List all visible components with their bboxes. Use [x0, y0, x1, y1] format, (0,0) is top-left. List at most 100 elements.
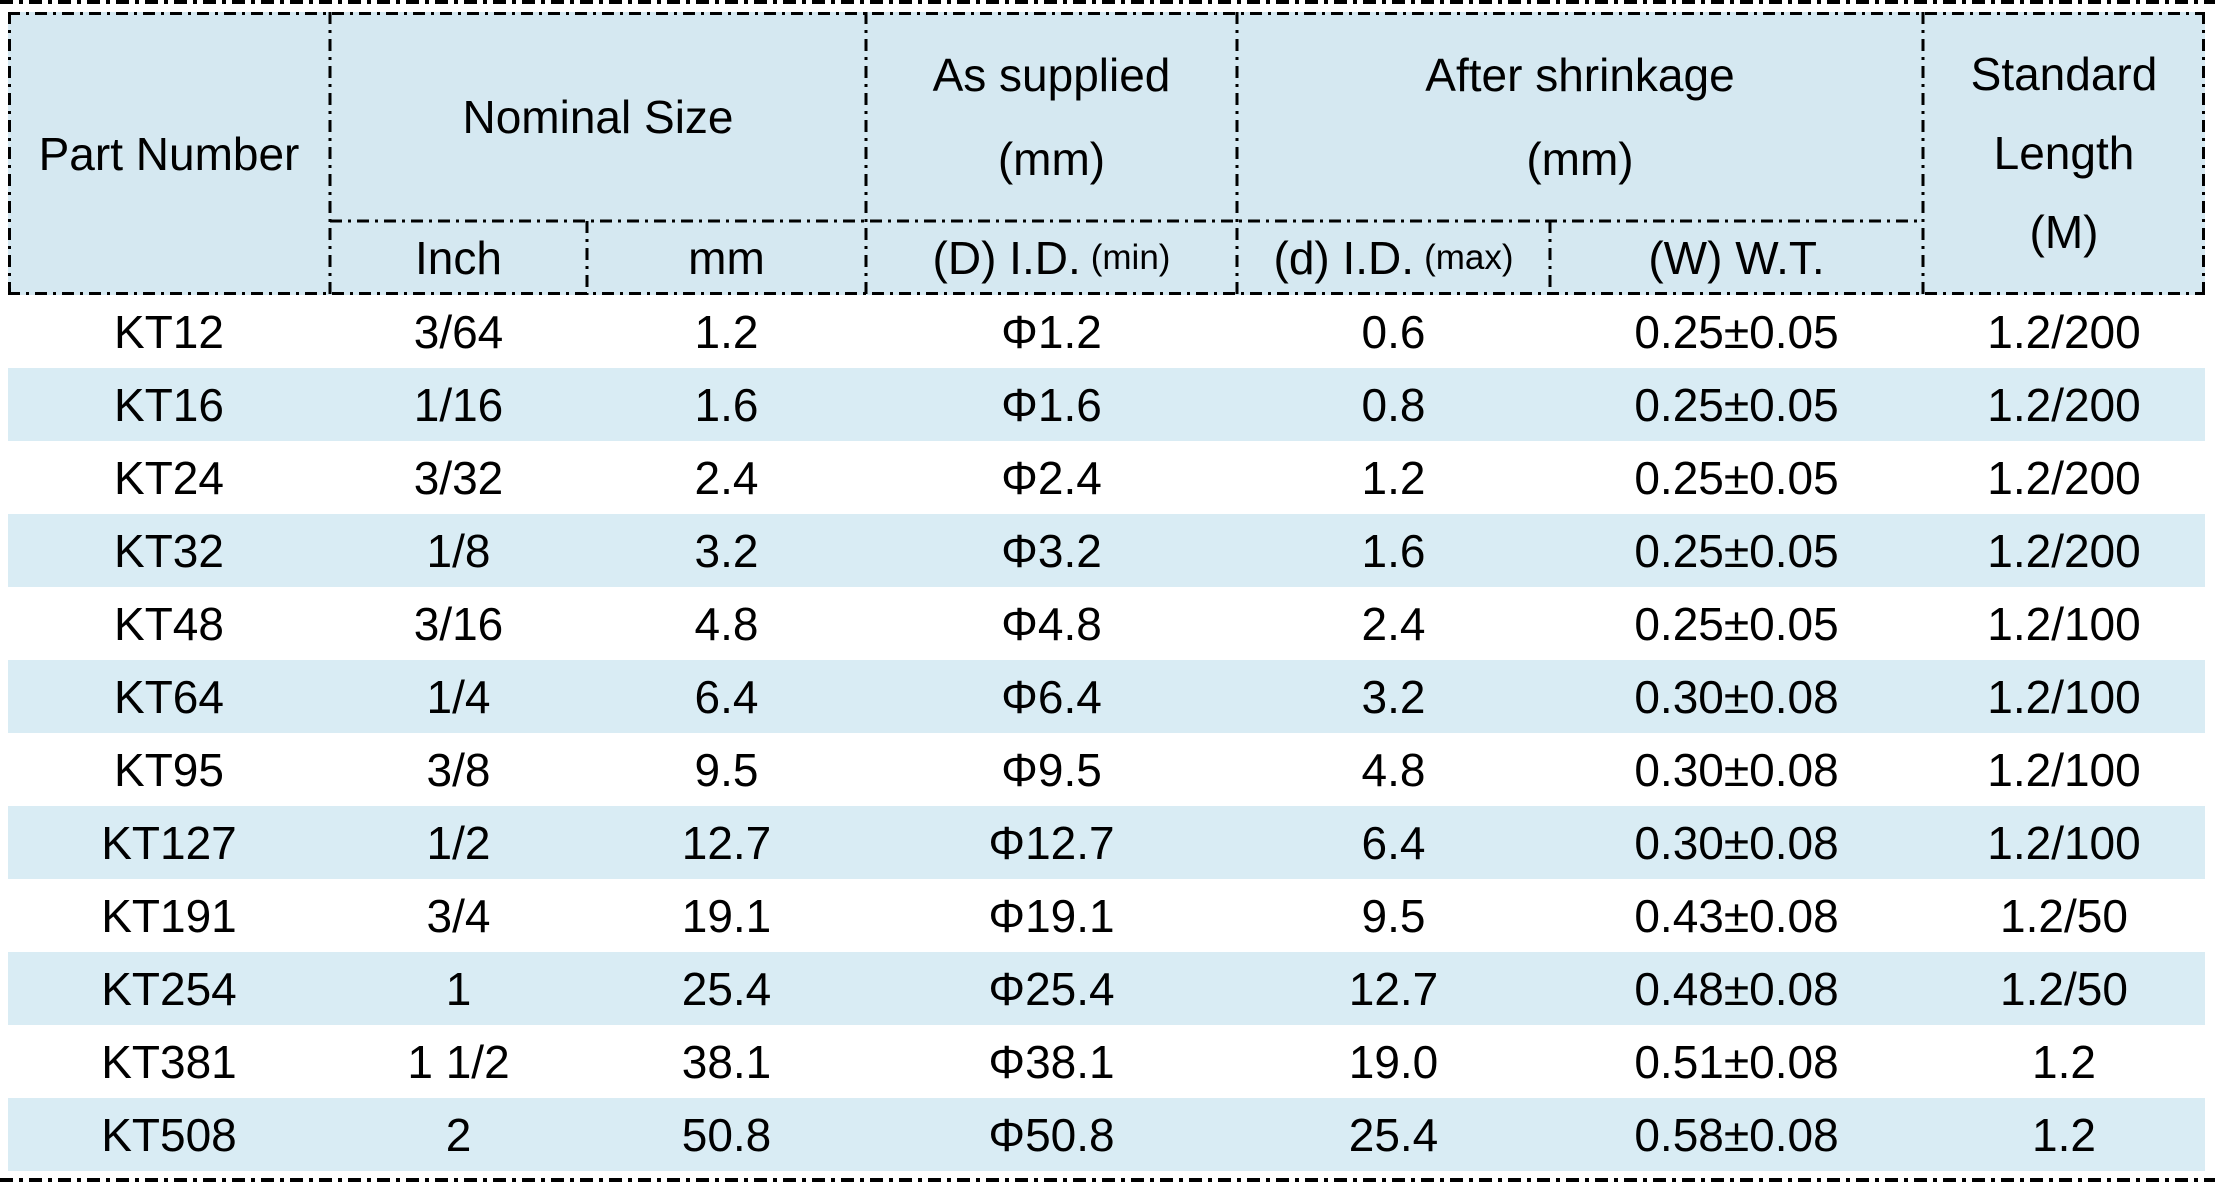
cell-supplied-id: Φ1.2: [1001, 305, 1102, 358]
table-row-kt16: KT16 1/16 1.6 Φ1.6 0.8 0.25±0.05 1.2/200: [8, 368, 2205, 441]
cell-standard-length: 1.2: [2032, 1108, 2096, 1161]
table-row-kt32: KT32 1/8 3.2 Φ3.2 1.6 0.25±0.05 1.2/200: [8, 514, 2205, 587]
cell-standard-length: 1.2/100: [1987, 816, 2141, 869]
cell-shrink-id: 4.8: [1361, 743, 1426, 796]
cell-wall-thickness: 0.43±0.08: [1634, 889, 1839, 942]
header-cell-as-supplied: As supplied (mm): [932, 48, 1171, 185]
cell-supplied-id: Φ19.1: [988, 889, 1115, 942]
cell-standard-length: 1.2: [2032, 1035, 2096, 1088]
cell-standard-length: 1.2/200: [1987, 305, 2141, 358]
cell-inch: 3/8: [426, 743, 491, 796]
cell-part-number: KT32: [114, 524, 224, 577]
header-cell-after-shrinkage: After shrinkage (mm): [1425, 48, 1735, 185]
cell-shrink-id: 0.6: [1361, 305, 1426, 358]
cell-wall-thickness: 0.25±0.05: [1634, 597, 1839, 650]
cell-inch: 1/4: [426, 670, 491, 723]
cell-part-number: KT127: [101, 816, 237, 869]
cell-part-number: KT508: [101, 1108, 237, 1161]
cell-mm: 6.4: [694, 670, 759, 723]
cell-standard-length: 1.2/100: [1987, 743, 2141, 796]
cell-shrink-id: 2.4: [1361, 597, 1426, 650]
cell-part-number: KT254: [101, 962, 237, 1015]
cell-inch: 1/2: [426, 816, 491, 869]
cell-wall-thickness: 0.25±0.05: [1634, 378, 1839, 431]
cell-mm: 1.2: [694, 305, 759, 358]
cell-mm: 2.4: [694, 451, 759, 504]
table-row-kt48: KT48 3/16 4.8 Φ4.8 2.4 0.25±0.05 1.2/100: [8, 587, 2205, 660]
table-row-kt191: KT191 3/4 19.1 Φ19.1 9.5 0.43±0.08 1.2/5…: [8, 879, 2205, 952]
header-cell-supplied-id: (D) I.D. (min): [866, 221, 1237, 295]
cell-part-number: KT381: [101, 1035, 237, 1088]
cell-mm: 50.8: [681, 1108, 772, 1161]
cell-part-number: KT64: [114, 670, 224, 723]
cell-part-number: KT24: [114, 451, 224, 504]
cell-part-number: KT191: [101, 889, 237, 942]
cell-supplied-id: Φ9.5: [1001, 743, 1102, 796]
cell-supplied-id: Φ3.2: [1001, 524, 1102, 577]
cell-mm: 4.8: [694, 597, 759, 650]
cell-inch: 1/8: [426, 524, 491, 577]
cell-standard-length: 1.2/200: [1987, 524, 2141, 577]
cell-wall-thickness: 0.51±0.08: [1634, 1035, 1839, 1088]
cell-supplied-id: Φ12.7: [988, 816, 1115, 869]
cell-wall-thickness: 0.58±0.08: [1634, 1108, 1839, 1161]
supplied-id-note: (min): [1090, 238, 1171, 277]
header-cell-standard-length: Standard Length (M): [1970, 48, 2158, 258]
cell-mm: 38.1: [681, 1035, 772, 1088]
table-row-kt64: KT64 1/4 6.4 Φ6.4 3.2 0.30±0.08 1.2/100: [8, 660, 2205, 733]
table-row-kt24: KT24 3/32 2.4 Φ2.4 1.2 0.25±0.05 1.2/200: [8, 441, 2205, 514]
cell-wall-thickness: 0.25±0.05: [1634, 524, 1839, 577]
cell-mm: 25.4: [681, 962, 772, 1015]
cell-part-number: KT95: [114, 743, 224, 796]
cell-shrink-id: 1.2: [1361, 451, 1426, 504]
header-cell-wall-thickness: (W) W.T.: [1648, 232, 1825, 284]
cell-shrink-id: 0.8: [1361, 378, 1426, 431]
header-cell-shrink-id: (d) I.D. (max): [1237, 221, 1550, 295]
cell-wall-thickness: 0.25±0.05: [1634, 305, 1839, 358]
cell-supplied-id: Φ1.6: [1001, 378, 1102, 431]
cell-supplied-id: Φ6.4: [1001, 670, 1102, 723]
cell-supplied-id: Φ25.4: [988, 962, 1115, 1015]
cell-shrink-id: 25.4: [1348, 1108, 1439, 1161]
cell-mm: 9.5: [694, 743, 759, 796]
cell-shrink-id: 19.0: [1348, 1035, 1439, 1088]
cell-shrink-id: 3.2: [1361, 670, 1426, 723]
heat-shrink-spec-table: Part Number Nominal Size As supplied (mm…: [8, 12, 2205, 1171]
cell-mm: 3.2: [694, 524, 759, 577]
cell-shrink-id: 1.6: [1361, 524, 1426, 577]
bottom-dashed-rule: [0, 1178, 2215, 1182]
cell-shrink-id: 9.5: [1361, 889, 1426, 942]
table-row-kt12: KT12 3/64 1.2 Φ1.2 0.6 0.25±0.05 1.2/200: [8, 295, 2205, 368]
cell-mm: 12.7: [681, 816, 772, 869]
table-body: KT12 3/64 1.2 Φ1.2 0.6 0.25±0.05 1.2/200…: [8, 295, 2205, 1171]
table-row-kt127: KT127 1/2 12.7 Φ12.7 6.4 0.30±0.08 1.2/1…: [8, 806, 2205, 879]
cell-inch: 3/4: [426, 889, 491, 942]
table-row-kt95: KT95 3/8 9.5 Φ9.5 4.8 0.30±0.08 1.2/100: [8, 733, 2205, 806]
cell-inch: 1: [445, 962, 472, 1015]
shrink-id-label: (d) I.D.: [1273, 232, 1415, 284]
cell-mm: 19.1: [681, 889, 772, 942]
table-header: Part Number Nominal Size As supplied (mm…: [8, 12, 2205, 295]
cell-supplied-id: Φ38.1: [988, 1035, 1115, 1088]
cell-standard-length: 1.2/200: [1987, 451, 2141, 504]
table-row-kt508: KT508 2 50.8 Φ50.8 25.4 0.58±0.08 1.2: [8, 1098, 2205, 1171]
cell-shrink-id: 12.7: [1348, 962, 1439, 1015]
cell-wall-thickness: 0.25±0.05: [1634, 451, 1839, 504]
cell-mm: 1.6: [694, 378, 759, 431]
cell-inch: 2: [445, 1108, 472, 1161]
cell-standard-length: 1.2/50: [2000, 889, 2128, 942]
cell-supplied-id: Φ50.8: [988, 1108, 1115, 1161]
cell-part-number: KT12: [114, 305, 224, 358]
shrink-id-note: (max): [1424, 238, 1514, 277]
header-cell-mm: mm: [688, 232, 765, 284]
cell-part-number: KT16: [114, 378, 224, 431]
cell-inch: 3/64: [413, 305, 504, 358]
cell-standard-length: 1.2/100: [1987, 597, 2141, 650]
cell-inch: 1/16: [413, 378, 504, 431]
cell-wall-thickness: 0.48±0.08: [1634, 962, 1839, 1015]
cell-standard-length: 1.2/50: [2000, 962, 2128, 1015]
cell-standard-length: 1.2/100: [1987, 670, 2141, 723]
cell-wall-thickness: 0.30±0.08: [1634, 743, 1839, 796]
cell-supplied-id: Φ2.4: [1001, 451, 1102, 504]
cell-wall-thickness: 0.30±0.08: [1634, 816, 1839, 869]
